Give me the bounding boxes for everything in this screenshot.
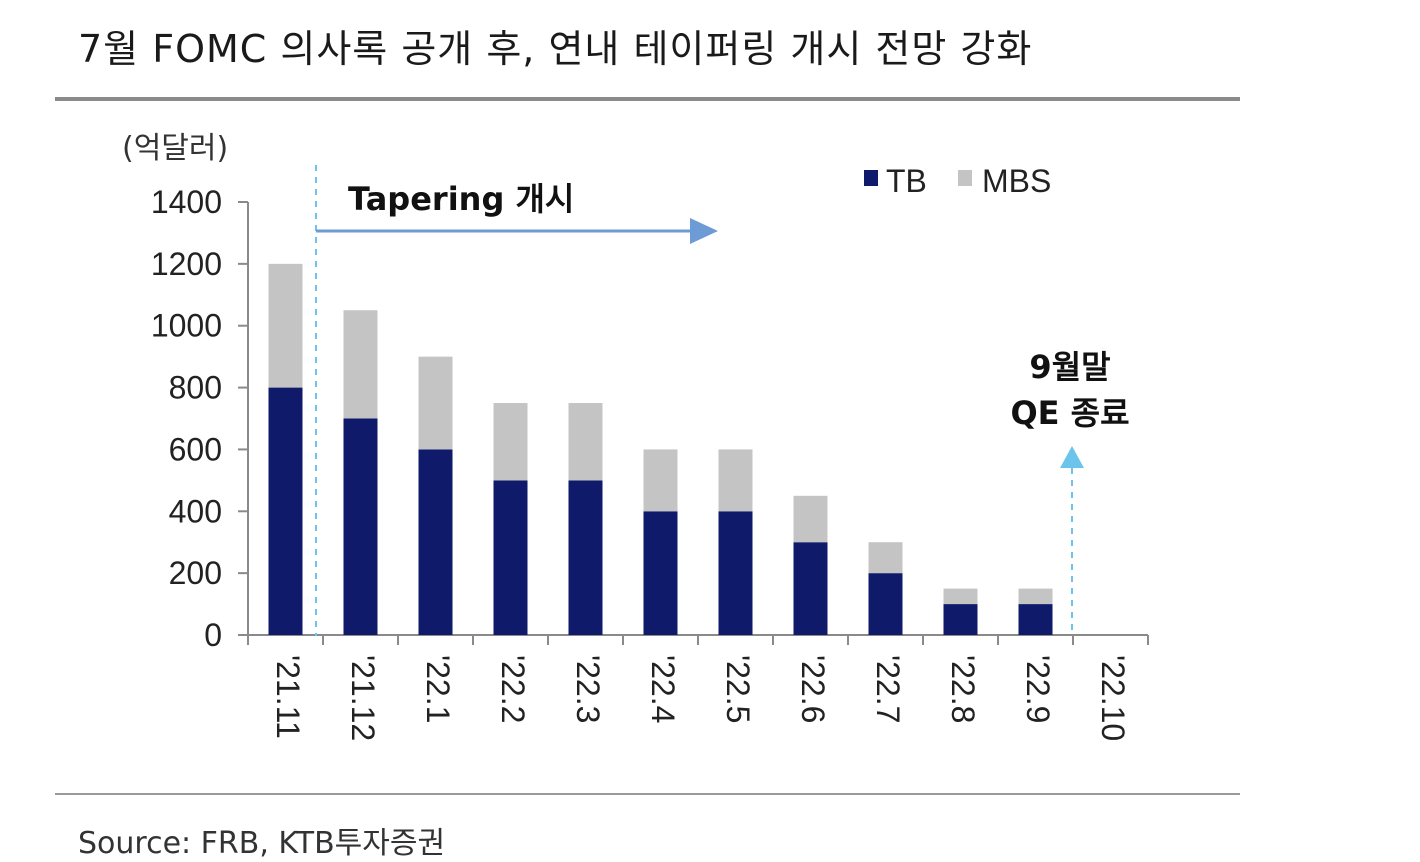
chart-title: 7월 FOMC 의사록 공개 후, 연내 테이퍼링 개시 전망 강화 [78, 27, 1033, 71]
bar-tb-2 [418, 449, 453, 635]
bar-tb-1 [343, 418, 378, 635]
legend-swatch-tb [864, 170, 878, 186]
y-tick-label: 0 [204, 617, 222, 653]
bar-tb-3 [493, 480, 528, 635]
y-axis-unit: (억달러) [122, 131, 228, 166]
qe-end-annotation: 9월말 QE 종료 [1010, 348, 1130, 636]
tapering-arrow-head [690, 218, 718, 244]
bar-mbs-8 [868, 542, 903, 574]
bar-mbs-10 [1018, 588, 1053, 605]
y-tick-label: 1400 [151, 184, 222, 220]
x-tick-label: '22.1 [420, 655, 456, 723]
qe-end-arrow-head [1060, 446, 1084, 468]
legend: TB MBS [864, 163, 1051, 199]
x-tick-label: '22.3 [570, 655, 606, 723]
y-tick-label: 400 [169, 493, 222, 529]
qe-end-label-line1: 9월말 [1029, 348, 1110, 386]
bar-mbs-9 [943, 588, 978, 605]
y-tick-label: 1000 [151, 308, 222, 344]
bar-mbs-2 [418, 356, 453, 450]
x-tick-label: '22.6 [795, 655, 831, 723]
tapering-label: Tapering 개시 [348, 180, 574, 218]
y-tick-label: 600 [169, 431, 222, 467]
y-tick-label: 200 [169, 555, 222, 591]
legend-label-mbs: MBS [982, 163, 1051, 199]
bar-mbs-3 [493, 403, 528, 481]
bar-mbs-4 [568, 403, 603, 481]
x-tick-label: '22.9 [1020, 655, 1056, 723]
source-rule [55, 793, 1240, 795]
bar-tb-6 [718, 511, 753, 635]
bar-tb-0 [268, 387, 303, 635]
x-tick-label: '21.11 [270, 655, 306, 739]
bar-mbs-6 [718, 449, 753, 512]
bar-tb-10 [1018, 604, 1053, 635]
bar-tb-9 [943, 604, 978, 635]
source-note: Source: FRB, KTB투자증권 [78, 826, 446, 861]
bar-mbs-0 [268, 263, 303, 388]
bar-tb-7 [793, 542, 828, 635]
bar-tb-8 [868, 573, 903, 635]
bar-mbs-5 [643, 449, 678, 512]
x-tick-label: '21.12 [345, 655, 381, 741]
x-tick-label: '22.7 [870, 655, 906, 723]
tapering-annotation: Tapering 개시 [315, 165, 718, 636]
x-tick-label: '22.8 [945, 655, 981, 723]
title-rule [55, 97, 1240, 101]
y-tick-label: 1200 [151, 246, 222, 282]
bar-tb-4 [568, 480, 603, 635]
y-axis: 0 200 400 600 800 1000 1200 1400 [151, 184, 249, 653]
qe-end-label-line2: QE 종료 [1010, 394, 1129, 432]
x-tick-label: '22.5 [720, 655, 756, 723]
legend-label-tb: TB [886, 163, 927, 199]
x-tick-label: '22.2 [495, 655, 531, 723]
bars-group [268, 263, 1053, 635]
bar-mbs-7 [793, 495, 828, 543]
legend-swatch-mbs [958, 170, 972, 186]
x-tick-label: '22.10 [1095, 655, 1131, 741]
x-axis: '21.11 '21.12 '22.1 '22.2 '22.3 '22.4 '22.5 '22… [247, 634, 1149, 741]
bar-mbs-1 [343, 310, 378, 419]
bar-tb-5 [643, 511, 678, 635]
x-tick-label: '22.4 [645, 655, 681, 723]
y-tick-label: 800 [169, 370, 222, 406]
